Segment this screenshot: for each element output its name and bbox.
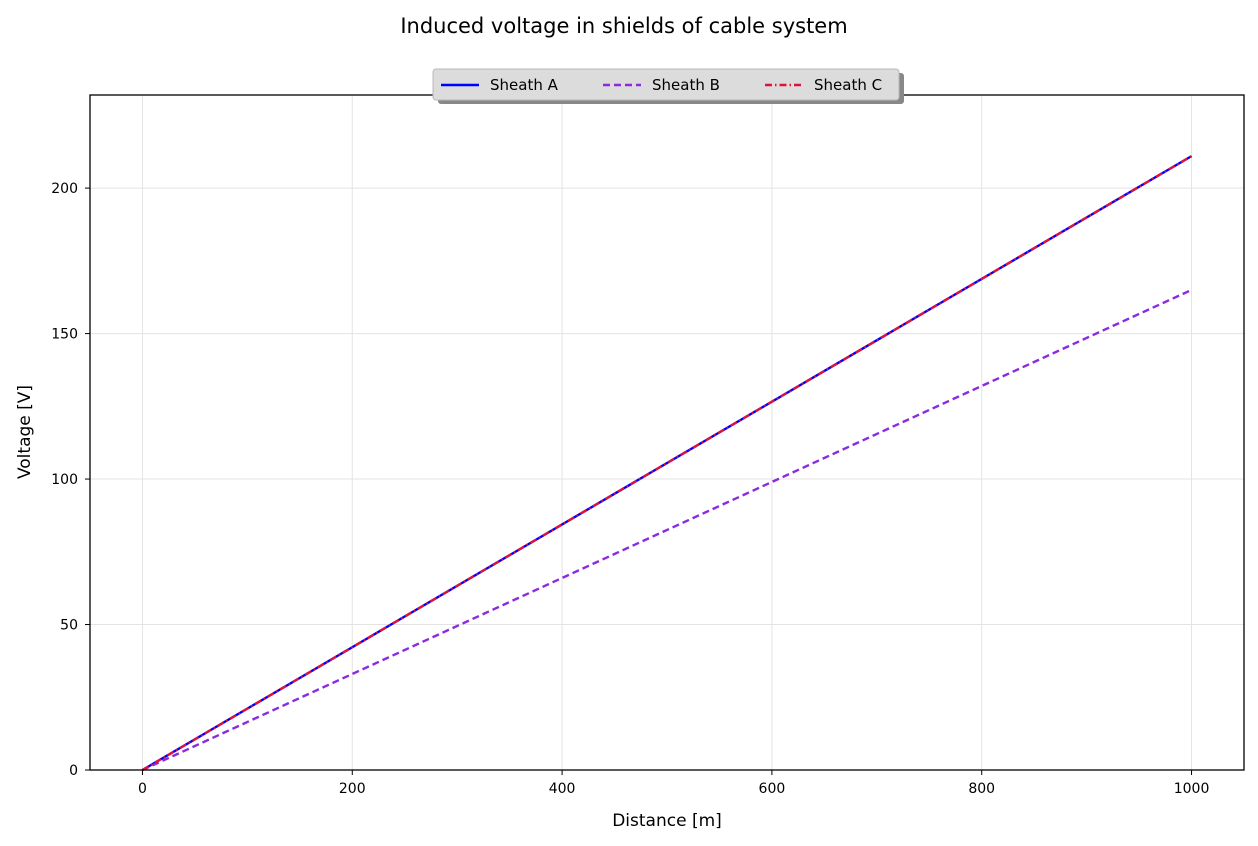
y-tick-label: 50 — [60, 618, 78, 634]
series-line-sheath-a — [141, 155, 1193, 772]
x-tick-label: 800 — [968, 781, 995, 797]
legend-label: Sheath A — [490, 76, 559, 94]
y-tick-label: 150 — [51, 327, 78, 343]
x-tick-label: 600 — [759, 781, 786, 797]
y-tick-label: 200 — [51, 181, 78, 197]
legend-label: Sheath C — [814, 76, 882, 94]
x-tick-label: 0 — [138, 781, 147, 797]
legend-box — [432, 68, 900, 101]
x-tick-label: 200 — [339, 781, 366, 797]
series-lines — [141, 155, 1193, 772]
x-tick-label: 400 — [549, 781, 576, 797]
x-tick-label: 1000 — [1174, 781, 1210, 797]
y-axis-label: Voltage [V] — [15, 385, 35, 479]
legend-items: Sheath A Sheath B Sheath C — [441, 76, 882, 94]
legend-label: Sheath B — [652, 76, 720, 94]
series-line-sheath-b — [141, 288, 1193, 772]
x-axis-label: Distance [m] — [612, 811, 722, 831]
y-tick-label: 0 — [69, 763, 78, 779]
y-axis-ticks: 0 50 100 150 200 — [51, 181, 90, 779]
x-axis-ticks: 0 200 400 600 800 1000 — [138, 770, 1209, 797]
chart-title: Induced voltage in shields of cable syst… — [400, 14, 847, 38]
plot-frame — [89, 94, 1245, 771]
legend: Sheath A Sheath B Sheath C — [432, 68, 904, 104]
y-tick-label: 100 — [51, 472, 78, 488]
grid-lines — [90, 95, 1244, 771]
